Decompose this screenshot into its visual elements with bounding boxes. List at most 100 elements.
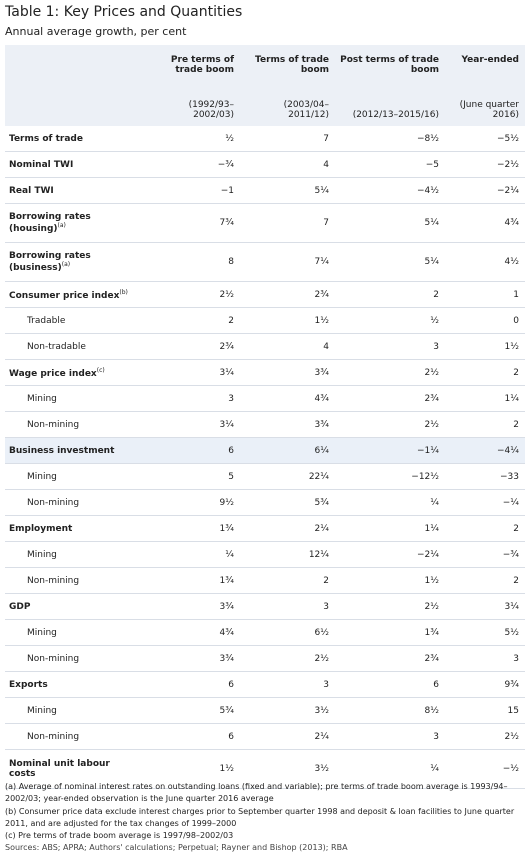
row-label: Consumer price index(b) [5, 281, 145, 308]
label-text: Mining [27, 627, 57, 638]
row: Tradable 2 1½ ½ 0 [5, 307, 525, 334]
row: Mining 5 22¼ −12½ −33 [5, 463, 525, 490]
row-label: Non-mining [5, 645, 145, 672]
corner [5, 45, 145, 91]
notes: (a) Average of nominal interest rates on… [5, 781, 520, 855]
title: Table 1: Key Prices and Quantities [5, 4, 243, 20]
cell: 1½ [445, 333, 525, 360]
cell: −8½ [335, 126, 445, 152]
cell: 3½ [240, 697, 335, 724]
column-period: (2003/04–2011/12) [240, 91, 335, 126]
row: Non-mining 1¾ 2 1½ 2 [5, 567, 525, 594]
label-text: GDP [9, 601, 31, 612]
cell: 3 [240, 593, 335, 620]
cell: 2 [445, 359, 525, 386]
label-text: Exports [9, 679, 48, 690]
table: Pre terms of trade boom Terms of trade bo… [5, 45, 525, 789]
row: Terms of trade ½ 7 −8½ −5½ [5, 126, 525, 152]
cell: 5½ [445, 619, 525, 646]
row-label: Mining [5, 385, 145, 412]
column-period: (June quarter 2016) [445, 91, 525, 126]
cell: 2½ [240, 645, 335, 672]
cell: 3¼ [445, 593, 525, 620]
column-title: Terms of trade boom [240, 45, 335, 91]
cell: 4 [240, 333, 335, 360]
row: Mining 5¾ 3½ 8½ 15 [5, 697, 525, 724]
cell: 9¾ [445, 671, 525, 698]
cell: 6 [145, 671, 240, 698]
cell: 8 [145, 242, 240, 282]
cell: 15 [445, 697, 525, 724]
row-label: Mining [5, 619, 145, 646]
corner [5, 91, 145, 126]
cell: −4¼ [445, 437, 525, 464]
row: Real TWI −1 5¼ −4½ −2¼ [5, 177, 525, 204]
cell: −2½ [445, 151, 525, 178]
row-label: Non-tradable [5, 333, 145, 360]
row-label: Business investment [5, 437, 145, 464]
cell: 1¾ [145, 567, 240, 594]
cell: 6½ [240, 619, 335, 646]
label-text: Employment [9, 523, 73, 534]
label-text: Mining [27, 471, 57, 482]
cell: 4¾ [240, 385, 335, 412]
cell: 5¼ [335, 203, 445, 243]
cell: 2 [335, 281, 445, 308]
cell: −¾ [145, 151, 240, 178]
cell: −1 [145, 177, 240, 204]
cell: ¼ [335, 749, 445, 789]
cell: 8½ [335, 697, 445, 724]
note-ref: (c) [96, 366, 105, 374]
row-label: Terms of trade [5, 126, 145, 152]
cell: 1¾ [145, 515, 240, 542]
cell: 3½ [240, 749, 335, 789]
cell: 2 [445, 567, 525, 594]
period-row: (1992/93–2002/03) (2003/04–2011/12) (2012/… [5, 91, 525, 126]
cell: 0 [445, 307, 525, 334]
cell: 2 [145, 307, 240, 334]
cell: 4 [240, 151, 335, 178]
cell: 5¼ [335, 242, 445, 282]
label-text: Non-mining [27, 731, 80, 742]
cell: 2¼ [240, 515, 335, 542]
cell: −½ [445, 749, 525, 789]
row: Mining 3 4¾ 2¾ 1¼ [5, 385, 525, 412]
cell: 2¾ [335, 645, 445, 672]
sources: Sources: ABS; APRA; Authors' calculation… [5, 843, 348, 853]
cell: 3 [145, 385, 240, 412]
footnote: (b) Consumer price data exclude interest… [5, 806, 515, 828]
cell: 2 [445, 411, 525, 438]
row: Non-mining 6 2¼ 3 2½ [5, 723, 525, 750]
cell: 4½ [445, 242, 525, 282]
cell: −¼ [445, 489, 525, 516]
row-label: Mining [5, 697, 145, 724]
cell: 1 [445, 281, 525, 308]
label-text: Nominal unit labour costs [9, 759, 110, 779]
label-text: Mining [27, 393, 57, 404]
row-label: Real TWI [5, 177, 145, 204]
cell: 5¾ [240, 489, 335, 516]
cell: 4¾ [145, 619, 240, 646]
label-text: Consumer price index [9, 290, 120, 301]
cell: 2¼ [240, 723, 335, 750]
cell: 7 [240, 126, 335, 152]
label-text: Wage price index [9, 368, 97, 379]
cell: 3¼ [145, 411, 240, 438]
row: Borrowing rates (housing)(a) 7¾ 7 5¼ 4¾ [5, 203, 525, 243]
column-title: Pre terms of trade boom [145, 45, 240, 91]
row: Nominal TWI −¾ 4 −5 −2½ [5, 151, 525, 178]
cell: 3 [335, 723, 445, 750]
cell: 4¾ [445, 203, 525, 243]
cell: ¼ [145, 541, 240, 568]
label-text: Terms of trade [9, 133, 83, 144]
row-label: Tradable [5, 307, 145, 334]
cell: 1¼ [335, 515, 445, 542]
row-label: Mining [5, 541, 145, 568]
row: Mining 4¾ 6½ 1¾ 5½ [5, 619, 525, 646]
cell: ½ [335, 307, 445, 334]
label-text: Non-mining [27, 653, 80, 664]
label-text: Real TWI [9, 185, 54, 196]
row: Nominal unit labour costs 1½ 3½ ¼ −½ [5, 749, 525, 789]
label-text: Mining [27, 705, 57, 716]
cell: 7¼ [240, 242, 335, 282]
